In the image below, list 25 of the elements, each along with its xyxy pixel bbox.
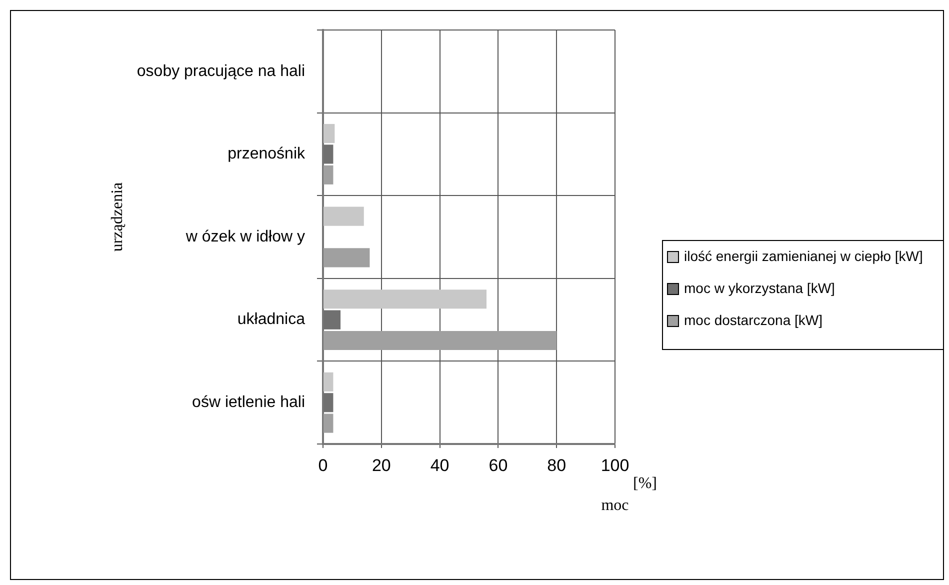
x-tick-label: 60 bbox=[488, 456, 508, 475]
y-tick-label: w ózek w idłow y bbox=[184, 228, 305, 246]
bar bbox=[324, 372, 334, 392]
text: [%] bbox=[633, 475, 657, 492]
y-axis-title: urządzenia bbox=[109, 182, 126, 252]
legend-label: ilość energii zamienianej w ciepło [kW] bbox=[684, 247, 923, 265]
y-tick-label: układnica bbox=[237, 311, 306, 328]
x-axis-title: moc bbox=[601, 497, 629, 514]
x-tick-label: 20 bbox=[372, 456, 391, 475]
bar bbox=[324, 414, 334, 433]
bar bbox=[324, 206, 364, 226]
x-tick-label: 100 bbox=[600, 456, 630, 475]
bar bbox=[324, 124, 335, 144]
x-tick-label: 80 bbox=[547, 456, 566, 475]
bar bbox=[324, 165, 334, 184]
x-tick-label: 0 bbox=[318, 456, 328, 475]
legend-label: moc dostarczona [kW] bbox=[684, 311, 822, 329]
bar bbox=[324, 290, 487, 309]
bar bbox=[324, 248, 370, 268]
y-tick-label: przenośnik bbox=[228, 146, 306, 163]
y-tick-label: osoby pracujące na hali bbox=[136, 62, 305, 80]
bar bbox=[324, 330, 557, 350]
legend-label: moc w ykorzystana [kW] bbox=[684, 279, 835, 297]
y-tick-label: ośw ietlenie hali bbox=[192, 394, 305, 412]
x-tick-label: 40 bbox=[430, 456, 450, 475]
